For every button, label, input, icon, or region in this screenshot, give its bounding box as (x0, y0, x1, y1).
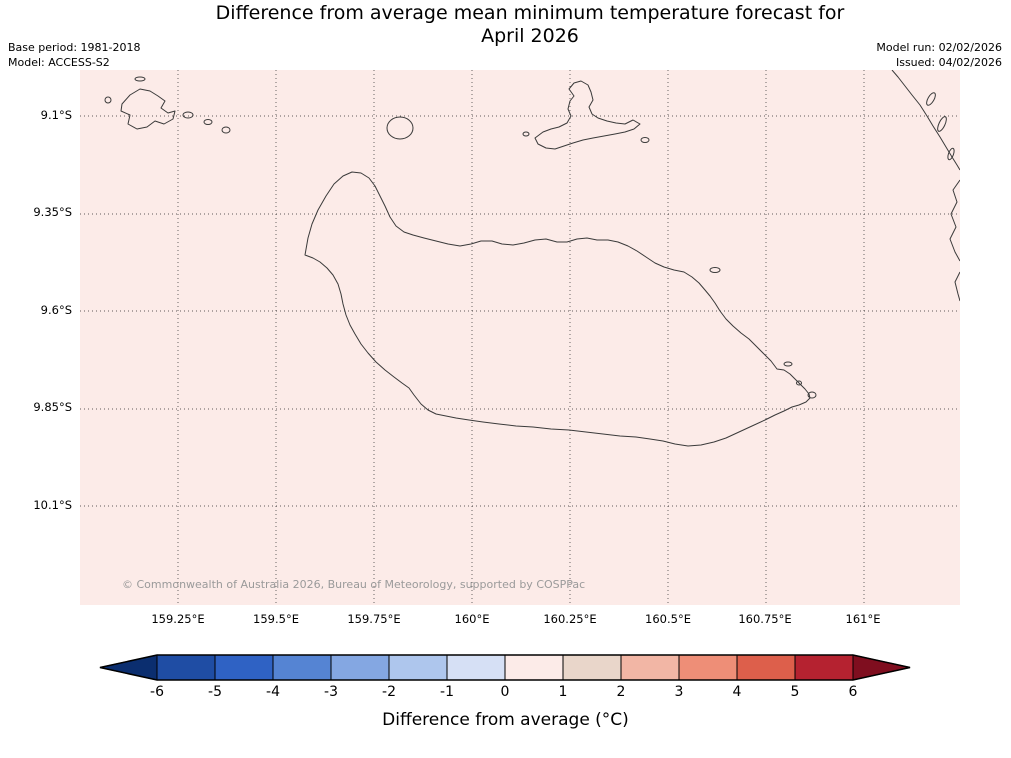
colorbar-tick-label: -4 (266, 684, 280, 700)
colorbar (99, 654, 911, 681)
islet (182, 111, 194, 119)
x-tick-label: 160.25°E (543, 612, 597, 626)
colorbar-tick-label: -5 (208, 684, 222, 700)
colorbar-tick-label: -3 (324, 684, 338, 700)
sea-fill (80, 70, 960, 605)
x-tick-label: 159.25°E (151, 612, 205, 626)
islet (709, 267, 721, 273)
colorbar-left-arrow (99, 654, 158, 681)
colorbar-tick-label: -2 (382, 684, 396, 700)
islet (807, 391, 817, 399)
base-period-label: Base period: 1981-2018 (8, 41, 141, 54)
colorbar-tick-label: 2 (616, 684, 626, 700)
colorbar-tick-label: 4 (732, 684, 742, 700)
x-tick-label: 160.5°E (645, 612, 691, 626)
issued-label: Issued: 04/02/2026 (895, 56, 1002, 69)
colorbar-segment (678, 654, 738, 681)
coastline-russell-islands (120, 88, 176, 130)
copyright-text: © Commonwealth of Australia 2026, Bureau… (122, 578, 586, 591)
colorbar-segment (446, 654, 506, 681)
colorbar-segment (156, 654, 216, 681)
coastlines (104, 69, 961, 447)
meta-left: Base period: 1981-2018 Model: ACCESS-S2 (8, 40, 140, 70)
y-tick-label: 9.1°S (40, 108, 72, 122)
page-title-line1: Difference from average mean minimum tem… (215, 2, 845, 24)
coastline-florida-islands (534, 80, 641, 150)
islet (640, 137, 650, 143)
islet (221, 126, 231, 134)
colorbar-segment (330, 654, 390, 681)
coastline-malaita-mid (949, 179, 961, 262)
colorbar-segment (272, 654, 332, 681)
y-tick-label: 10.1°S (33, 498, 72, 512)
y-tick-label: 9.6°S (40, 303, 72, 317)
colorbar-tick-label: -6 (150, 684, 164, 700)
coastline-savo-island (386, 116, 414, 140)
colorbar-segment (736, 654, 796, 681)
islet (104, 96, 112, 104)
coastline-malaita-north (891, 69, 961, 171)
coastline-guadalcanal (304, 171, 811, 447)
islet (203, 119, 213, 125)
page-title-line2: April 2026 (481, 25, 579, 47)
model-run-label: Model run: 02/02/2026 (876, 41, 1002, 54)
colorbar-canvas (99, 654, 911, 681)
islet (522, 131, 530, 137)
x-tick-label: 159.5°E (253, 612, 299, 626)
map-area: © Commonwealth of Australia 2026, Bureau… (80, 69, 961, 605)
islet (926, 92, 936, 106)
y-tick-label: 9.85°S (33, 400, 72, 414)
x-tick-label: 161°E (845, 612, 881, 626)
model-label: Model: ACCESS-S2 (8, 56, 110, 69)
gridlines (80, 70, 960, 605)
meta-right: Model run: 02/02/2026 Issued: 04/02/2026 (876, 40, 1002, 70)
y-tick-label: 9.35°S (33, 205, 72, 219)
colorbar-tick-label: 5 (790, 684, 800, 700)
colorbar-tick-label: 0 (500, 684, 510, 700)
page-title: Difference from average mean minimum tem… (50, 2, 1010, 48)
coastline-malaita-south (954, 271, 961, 302)
colorbar-outline (99, 654, 911, 681)
colorbar-tick-label: 1 (558, 684, 568, 700)
islet (783, 361, 793, 367)
islet (947, 147, 955, 161)
colorbar-segment (504, 654, 564, 681)
x-tick-label: 159.75°E (347, 612, 401, 626)
colorbar-segment (562, 654, 622, 681)
colorbar-segment (388, 654, 448, 681)
colorbar-segment (214, 654, 274, 681)
colorbar-label: Difference from average (°C) (382, 710, 629, 730)
islet (134, 76, 146, 82)
colorbar-tick-label: 6 (848, 684, 858, 700)
map-canvas (80, 69, 961, 605)
colorbar-tick-label: -1 (440, 684, 454, 700)
colorbar-segment (794, 654, 854, 681)
islet (796, 380, 802, 386)
colorbar-tick-label: 3 (674, 684, 684, 700)
colorbar-segment (620, 654, 680, 681)
x-tick-label: 160.75°E (738, 612, 792, 626)
colorbar-right-arrow (852, 654, 911, 681)
islet (937, 116, 947, 132)
x-tick-label: 160°E (454, 612, 490, 626)
